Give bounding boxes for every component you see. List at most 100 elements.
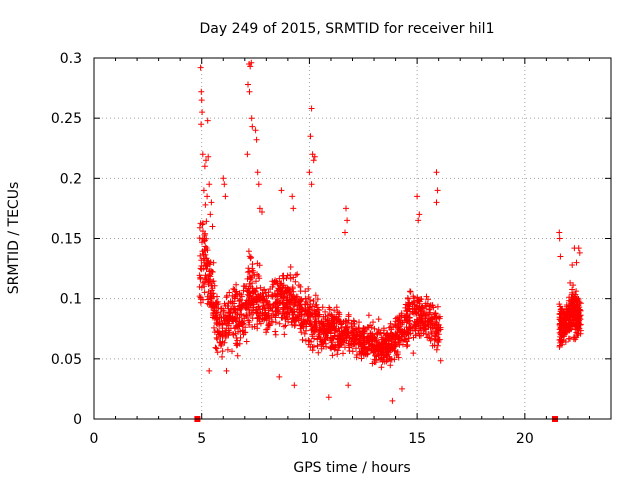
data-point — [308, 181, 315, 188]
data-point — [289, 193, 296, 200]
data-points — [194, 59, 584, 422]
data-point — [291, 322, 298, 329]
data-point — [197, 220, 204, 227]
data-point — [253, 136, 260, 143]
data-point — [556, 235, 563, 242]
data-point — [433, 169, 440, 176]
data-point — [247, 63, 254, 70]
data-point — [398, 312, 405, 319]
data-point — [280, 272, 287, 279]
data-point — [198, 97, 205, 104]
data-point — [200, 187, 207, 194]
data-point — [399, 385, 405, 392]
data-point — [344, 319, 351, 326]
data-point — [415, 320, 422, 327]
data-point — [202, 201, 209, 208]
plot-frame — [93, 57, 612, 420]
data-point — [262, 309, 269, 316]
data-point — [326, 311, 333, 318]
data-point — [269, 283, 276, 290]
data-point — [197, 252, 204, 259]
data-point — [281, 289, 288, 296]
data-point — [232, 330, 239, 337]
data-point — [349, 328, 355, 335]
data-point — [199, 151, 206, 158]
data-point — [577, 327, 584, 334]
data-point — [246, 253, 253, 260]
data-point — [314, 336, 321, 343]
data-point — [431, 322, 438, 329]
data-point — [295, 299, 302, 306]
data-point — [293, 293, 300, 300]
data-point — [348, 340, 355, 346]
data-point — [212, 344, 219, 351]
data-point — [313, 324, 320, 331]
data-point — [365, 312, 372, 319]
data-point — [570, 320, 577, 327]
data-point — [233, 342, 240, 349]
data-point — [204, 117, 211, 124]
data-point — [198, 88, 205, 95]
data-point — [417, 332, 424, 339]
data-point — [269, 304, 276, 311]
data-point — [209, 285, 216, 292]
data-point — [425, 296, 431, 303]
data-point — [207, 292, 214, 299]
data-point — [254, 308, 261, 314]
data-point — [276, 373, 283, 380]
data-point — [249, 123, 256, 130]
data-point — [214, 328, 221, 335]
data-point — [228, 305, 235, 312]
data-point — [263, 329, 270, 336]
data-point — [381, 346, 388, 353]
data-point — [394, 351, 401, 358]
data-point — [401, 327, 408, 334]
data-point — [387, 362, 394, 369]
data-point — [563, 306, 570, 312]
data-point — [276, 320, 283, 327]
data-point — [394, 323, 401, 330]
data-point — [305, 306, 312, 313]
data-point — [224, 346, 231, 353]
data-point — [374, 331, 381, 338]
data-point — [411, 301, 418, 308]
data-point — [246, 310, 253, 317]
data-point — [378, 364, 385, 371]
axis-ticks — [93, 57, 611, 420]
data-point — [375, 352, 382, 359]
data-point — [234, 352, 241, 359]
y-tick-labels: 0 0.05 0.1 0.15 0.2 0.25 0.3 — [51, 51, 82, 428]
data-point — [285, 318, 292, 325]
data-point — [435, 326, 442, 333]
data-point — [229, 298, 236, 305]
data-point — [404, 342, 411, 348]
data-point — [312, 292, 319, 299]
data-point — [303, 323, 310, 330]
data-point — [254, 169, 261, 176]
x-tick-label: 0 — [90, 431, 99, 447]
data-point — [392, 318, 399, 325]
data-point — [199, 109, 206, 116]
data-point — [392, 336, 399, 343]
data-point — [280, 304, 287, 311]
data-point — [264, 326, 271, 333]
data-point — [306, 321, 313, 327]
data-point — [407, 288, 413, 295]
data-point — [404, 302, 411, 309]
data-point — [426, 303, 433, 310]
data-point — [223, 331, 230, 338]
data-point — [319, 324, 326, 331]
data-point — [224, 292, 230, 299]
data-point — [340, 332, 347, 339]
data-point — [260, 295, 267, 302]
data-point — [291, 301, 298, 308]
data-point — [418, 304, 425, 311]
data-point — [281, 323, 287, 330]
data-point — [434, 303, 441, 310]
data-point — [281, 331, 288, 338]
data-point — [565, 297, 572, 304]
data-point — [355, 324, 362, 331]
data-point — [277, 292, 284, 299]
data-point — [222, 193, 229, 200]
